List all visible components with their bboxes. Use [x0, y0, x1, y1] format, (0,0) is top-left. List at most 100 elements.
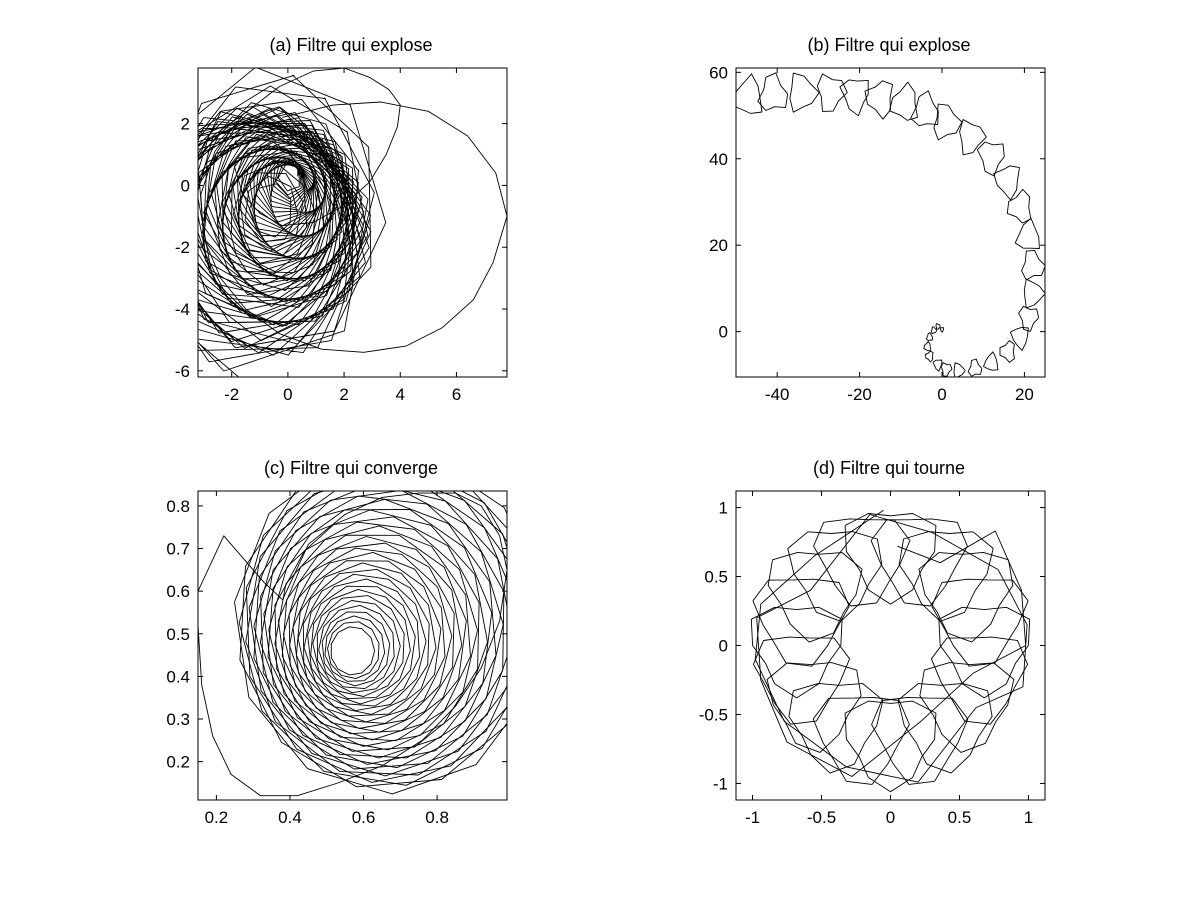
series-polygon: [839, 79, 869, 117]
axes-box-c: [197, 490, 508, 801]
series-polygon: [787, 531, 883, 622]
series-polygon: [767, 551, 863, 643]
plot-area-d: [750, 509, 1031, 793]
series-polygon: [931, 578, 1029, 667]
series-polygon: [813, 518, 911, 607]
series-polygon: [274, 521, 478, 747]
series-polygon: [898, 531, 994, 622]
axes-box-b: [735, 67, 1046, 378]
series-polygon: [1014, 217, 1040, 249]
series-polygon: [330, 626, 376, 676]
x-tick-label: 1: [1024, 808, 1033, 827]
series-polygon: [1006, 188, 1032, 224]
series-polygon: [750, 606, 843, 699]
series-line-outer: [754, 509, 1028, 783]
subplot-b: (b) Filtre qui explose -40 -20 0 20 0 20 40 60: [709, 35, 1046, 404]
series-line-polygon: [198, 102, 360, 319]
x-tick-label: 6: [452, 385, 461, 404]
series-polygon: [316, 600, 401, 694]
series-polygon: [324, 615, 386, 682]
series-polygon: [292, 560, 442, 723]
series-polygon: [812, 696, 910, 785]
series-polygon: [281, 536, 463, 735]
series-polygon: [940, 362, 953, 377]
ticks-d: -1 -0.5 0 0.5 1 -1 -0.5 0 0.5 1: [699, 491, 1045, 827]
series-polygon: [935, 323, 941, 330]
series-polygon: [889, 81, 918, 121]
series-polygon: [766, 662, 862, 753]
series-polygon: [959, 119, 987, 156]
series-polygon: [289, 551, 446, 724]
series-polygon: [930, 636, 1029, 725]
y-tick-label: 0: [719, 637, 728, 656]
series-polygon: [277, 534, 467, 741]
title-d: (d) Filtre qui tourne: [813, 458, 965, 478]
series-polygon: [932, 359, 943, 372]
series-polygon: [918, 551, 1014, 643]
series-polygon: [1021, 249, 1045, 281]
y-tick-label: -0.5: [699, 705, 728, 724]
x-tick-label: 0: [937, 385, 946, 404]
series-polygon: [999, 340, 1015, 363]
series-polygon: [924, 350, 934, 363]
series-line-polygon: [221, 151, 319, 273]
series-polygon: [870, 518, 968, 607]
plot-area-b: [736, 72, 1045, 377]
title-a: (a) Filtre qui explose: [269, 35, 432, 55]
ticks-c: 0.2 0.4 0.6 0.8 0.2 0.3 0.4 0.5 0.6 0.7 0.8: [166, 491, 507, 827]
y-tick-label: 1: [719, 499, 728, 518]
series-polygon: [864, 80, 894, 120]
plot-area-c: [198, 491, 507, 797]
series-polygon: [295, 562, 437, 717]
series-line-polygon: [239, 172, 304, 252]
axes-box-a: [197, 67, 508, 378]
series-polygon: [310, 588, 411, 700]
series-polygon: [871, 696, 969, 785]
y-tick-label: 0.5: [166, 625, 190, 644]
series-polygon: [925, 332, 934, 342]
x-tick-label: 4: [396, 385, 405, 404]
y-tick-label: -6: [175, 362, 190, 381]
series-polygon: [327, 621, 380, 680]
axes-box-d: [735, 490, 1046, 801]
x-tick-label: 0.2: [205, 808, 229, 827]
series-polygon: [253, 491, 507, 770]
series-polygon: [789, 72, 820, 113]
series-polygon: [844, 513, 937, 605]
series-line-polygon: [244, 175, 299, 243]
series-line-polygon: [217, 140, 325, 274]
subplot-a: (a) Filtre qui explose -2 0 2 4 6 -6 -4 -2 0 2: [175, 35, 508, 404]
x-tick-label: 0: [886, 808, 895, 827]
series-polygon: [967, 358, 983, 377]
series-polygon: [1018, 305, 1040, 332]
x-tick-label: 20: [1015, 385, 1034, 404]
series-polygon: [238, 491, 507, 786]
x-tick-label: 0.5: [948, 808, 972, 827]
series-polygon: [983, 351, 999, 371]
x-tick-label: 0.8: [425, 808, 449, 827]
series-polygon: [788, 682, 884, 774]
y-tick-label: -4: [175, 300, 190, 319]
x-tick-label: 2: [339, 385, 348, 404]
subplot-c: (c) Filtre qui converge 0.2 0.4 0.6 0.80.20…: [166, 458, 508, 827]
series-polygon: [1023, 278, 1045, 309]
y-tick-label: 0.4: [166, 667, 190, 686]
series-line-polygon: [213, 138, 332, 286]
series-polygon: [910, 90, 939, 127]
series-polygon: [248, 491, 507, 777]
x-tick-label: 0: [283, 385, 292, 404]
x-tick-label: -20: [847, 385, 872, 404]
x-tick-label: 0.6: [352, 808, 376, 827]
series-polygon: [303, 578, 421, 707]
series-polygon: [282, 542, 455, 733]
x-tick-label: 0.4: [278, 808, 302, 827]
series-polygon: [297, 568, 430, 715]
y-tick-label: 0.5: [704, 568, 728, 587]
series-line-polygon: [232, 162, 308, 257]
series-polygon: [245, 491, 507, 776]
series-polygon: [307, 585, 416, 705]
series-polygon: [253, 491, 505, 769]
series-polygon: [816, 73, 848, 112]
series-polygon: [752, 578, 850, 667]
